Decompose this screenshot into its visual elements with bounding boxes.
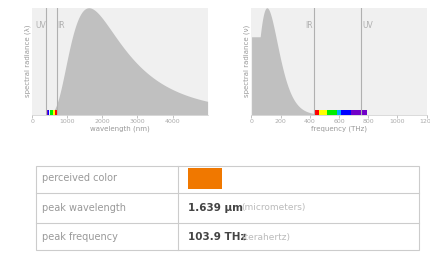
Text: IR: IR (57, 21, 65, 30)
X-axis label: wavelength (nm): wavelength (nm) (90, 125, 150, 132)
Text: peak frequency: peak frequency (42, 232, 118, 242)
Y-axis label: spectral radiance (λ): spectral radiance (λ) (25, 25, 31, 98)
Text: 103.9 THz: 103.9 THz (187, 232, 246, 242)
Text: 1.639 μm: 1.639 μm (187, 203, 243, 213)
FancyBboxPatch shape (187, 168, 221, 189)
Y-axis label: spectral radiance (ν): spectral radiance (ν) (243, 25, 249, 97)
Text: UV: UV (35, 21, 46, 30)
Text: (terahertz): (terahertz) (241, 233, 290, 242)
Text: IR: IR (304, 21, 312, 30)
Text: (micrometers): (micrometers) (241, 203, 305, 212)
Text: UV: UV (362, 21, 372, 30)
Text: perceived color: perceived color (42, 173, 117, 183)
X-axis label: frequency (THz): frequency (THz) (310, 125, 366, 132)
Text: peak wavelength: peak wavelength (42, 203, 126, 213)
